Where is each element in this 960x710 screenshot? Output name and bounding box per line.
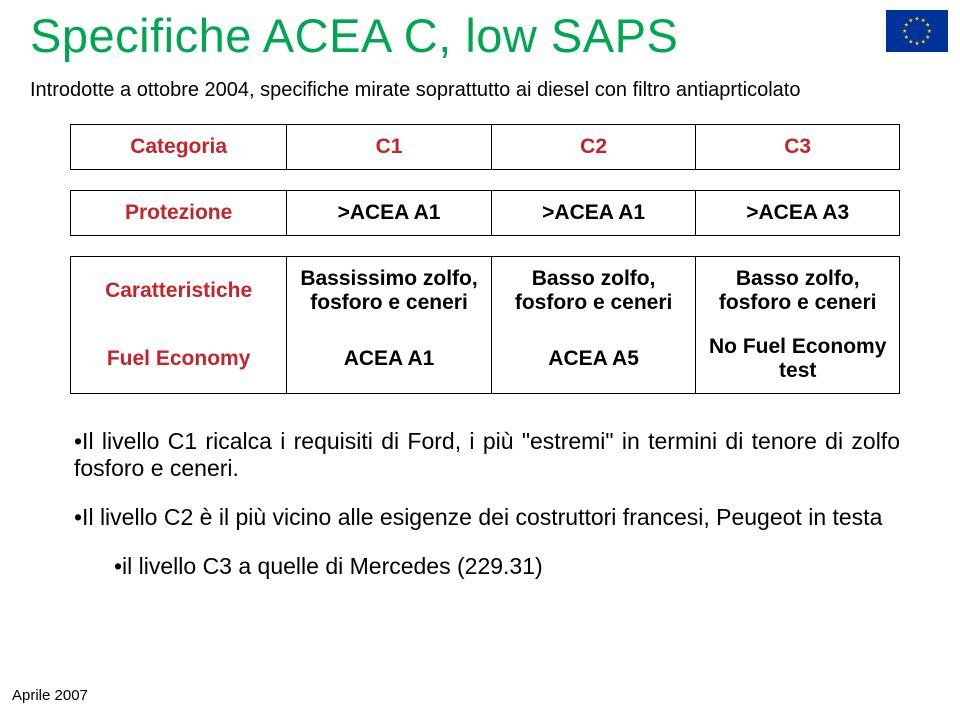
row-fuel-c2: ACEA A5 [491,325,696,394]
row-caratt-label: Caratteristiche [70,256,286,325]
row-fuel-label: Fuel Economy [70,325,286,394]
page-subtitle: Introdotte a ottobre 2004, specifiche mi… [30,79,930,102]
page-title: Specifiche ACEA C, low SAPS [30,8,930,63]
row-caratt-c3: Basso zolfo, fosforo e ceneri [695,256,900,325]
th-c3: C3 [695,124,900,170]
bullet-2: •Il livello C2 è il più vicino alle esig… [74,504,900,531]
bullet-3: •il livello C3 a quelle di Mercedes (229… [114,553,900,580]
row-fuel-c3: No Fuel Economy test [695,325,900,394]
bullet-1: •Il livello C1 ricalca i requisiti di Fo… [74,428,900,482]
th-categoria: Categoria [70,124,286,170]
bullet-list: •Il livello C1 ricalca i requisiti di Fo… [74,428,900,581]
row-protezione-c2: >ACEA A1 [491,190,696,236]
footer-date: Aprile 2007 [12,687,88,704]
th-c2: C2 [491,124,696,170]
th-c1: C1 [286,124,491,170]
row-caratt-c1: Bassissimo zolfo, fosforo e ceneri [286,256,491,325]
row-fuel-c1: ACEA A1 [286,325,491,394]
spec-table: Categoria C1 C2 C3 Protezione >ACEA A1 >… [70,124,900,394]
eu-flag [886,10,948,52]
row-caratt-c2: Basso zolfo, fosforo e ceneri [491,256,696,325]
row-protezione-c3: >ACEA A3 [695,190,900,236]
row-protezione-label: Protezione [70,190,286,236]
eu-stars-icon [898,12,936,50]
row-protezione-c1: >ACEA A1 [286,190,491,236]
